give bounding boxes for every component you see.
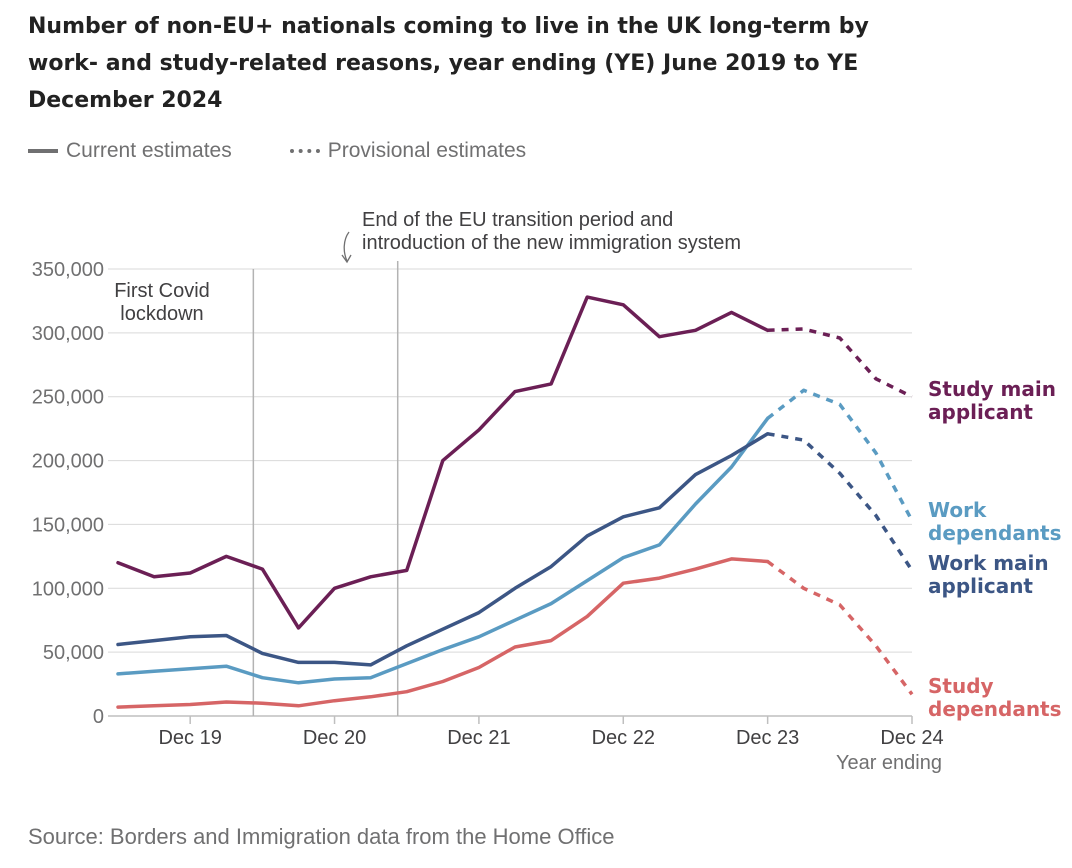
series-label: Work [928, 498, 987, 522]
legend: Current estimates Provisional estimates [28, 137, 584, 165]
series-label: dependants [928, 521, 1062, 545]
y-tick-label: 200,000 [32, 451, 104, 473]
series-line-current [116, 295, 770, 630]
series-line-provisional [767, 432, 914, 572]
series-label: dependants [928, 697, 1062, 721]
legend-label-provisional: Provisional estimates [327, 139, 527, 162]
series-label: applicant [928, 574, 1033, 598]
annotation-covid-text: First Covid [114, 280, 210, 302]
annotation-covid-text: lockdown [120, 303, 203, 325]
dotted-line-swatch [289, 149, 320, 153]
series-line-provisional [766, 560, 914, 696]
x-tick-label: Dec 23 [736, 727, 799, 749]
legend-item-current: Current estimates [28, 139, 232, 163]
x-tick-label: Dec 20 [303, 727, 366, 749]
series-line-current [116, 416, 770, 685]
annotation-eu-text: End of the EU transition period and [362, 209, 673, 231]
y-tick-label: 350,000 [32, 259, 104, 281]
x-tick-label: Dec 22 [592, 727, 655, 749]
series-line-provisional [766, 388, 914, 522]
x-tick-label: Dec 24 [880, 727, 943, 749]
x-tick-label: Dec 19 [158, 727, 221, 749]
solid-line-swatch [28, 149, 58, 153]
series-label: applicant [928, 400, 1033, 424]
y-tick-label: 150,000 [32, 514, 104, 536]
series-label: Study main [928, 377, 1056, 401]
series-label: Work main [928, 551, 1049, 575]
legend-label-current: Current estimates [66, 139, 232, 162]
annotation-eu-text: introduction of the new immigration syst… [362, 232, 741, 254]
legend-item-provisional: Provisional estimates [289, 139, 527, 163]
x-axis-title: Year ending [836, 752, 942, 774]
y-tick-label: 100,000 [32, 578, 104, 600]
source-note: Source: Borders and Immigration data fro… [28, 824, 615, 849]
y-tick-label: 300,000 [32, 323, 104, 345]
series-line-provisional [767, 327, 913, 399]
y-tick-label: 50,000 [43, 642, 104, 664]
chart-title: Number of non-EU+ nationals coming to li… [28, 14, 869, 113]
x-tick-label: Dec 21 [447, 727, 510, 749]
series-label: Study [928, 674, 994, 698]
y-tick-label: 250,000 [32, 387, 104, 409]
series-line-current [116, 557, 770, 709]
annotation-arrow-icon [341, 231, 352, 264]
y-tick-label: 0 [93, 706, 104, 728]
series-line-current [116, 432, 770, 667]
